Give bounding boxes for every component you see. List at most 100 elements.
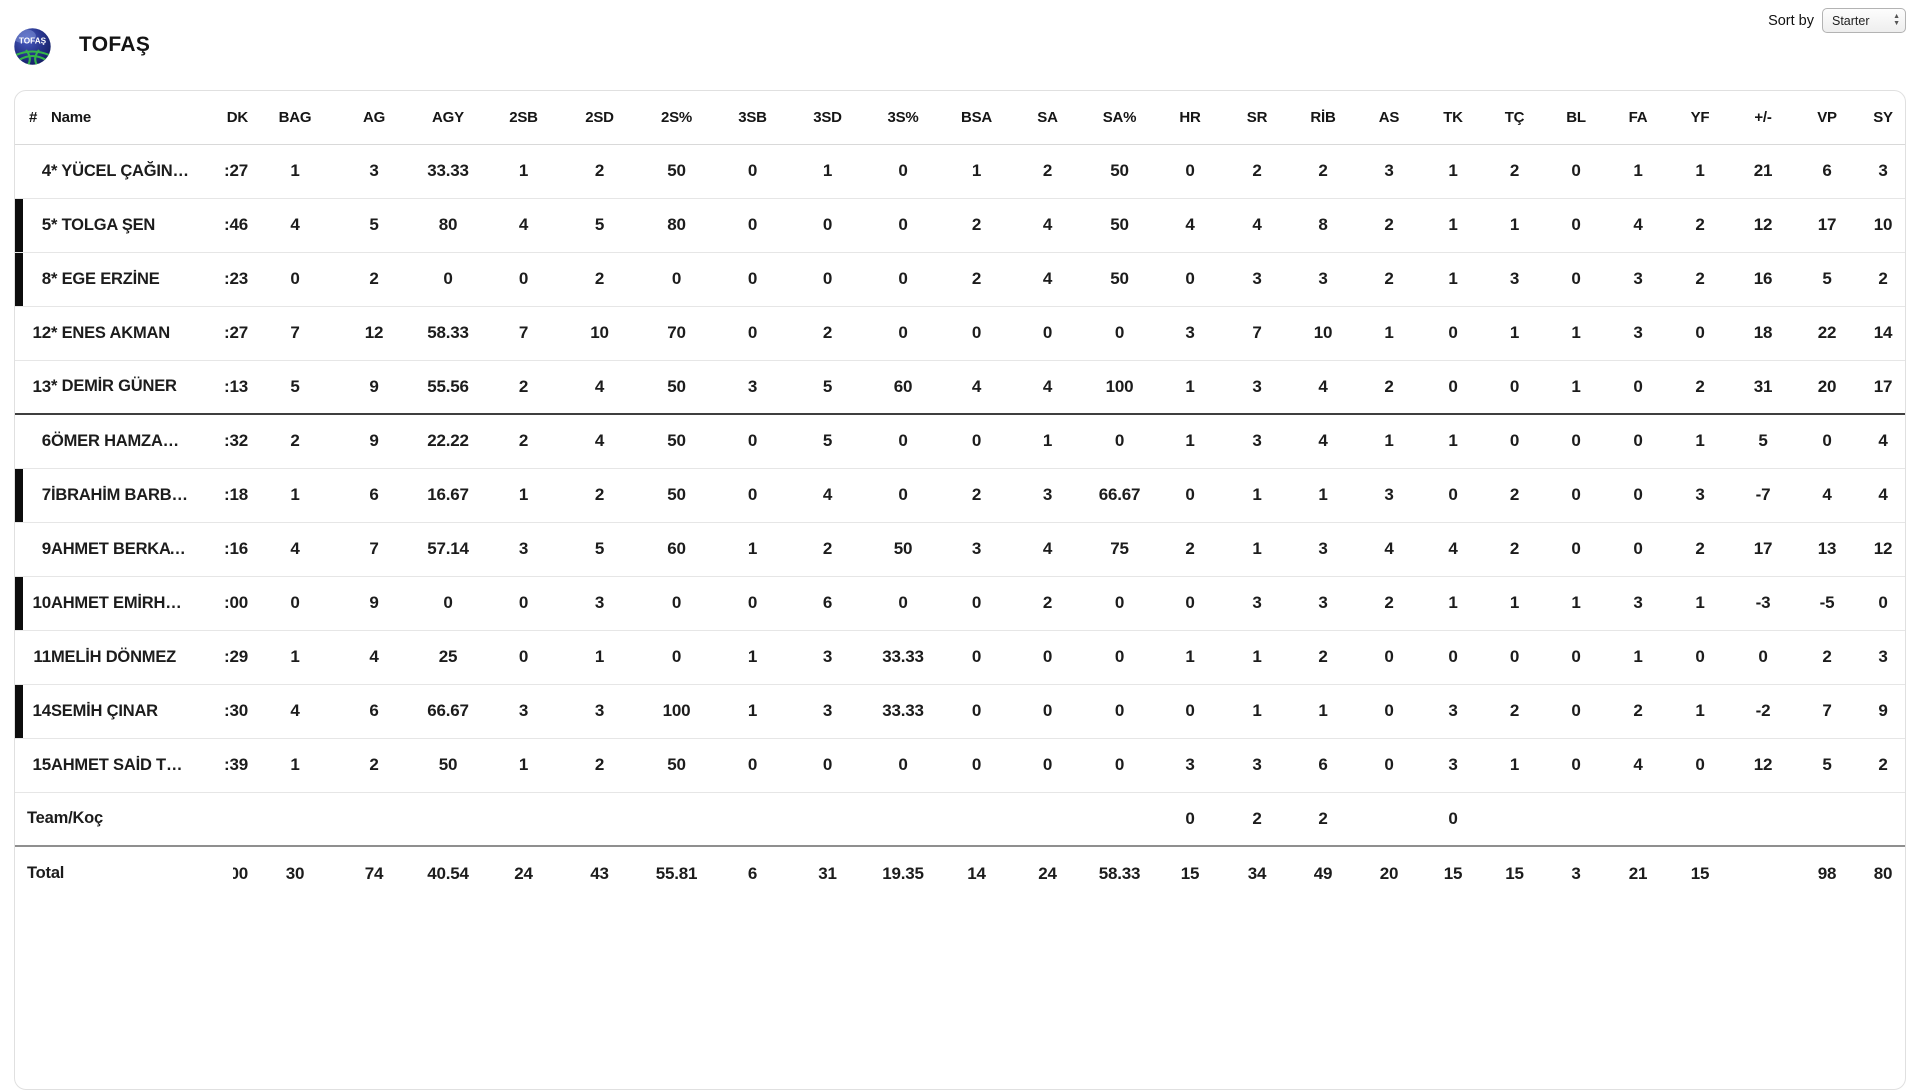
stat-cell: 4	[338, 629, 410, 684]
stat-cell: 1	[1669, 575, 1731, 630]
stat-cell: 1	[1012, 413, 1083, 468]
column-header-YF: YF	[1669, 91, 1731, 145]
stat-cell: 5	[1795, 251, 1859, 306]
stat-cell: 0	[1545, 683, 1607, 738]
stat-cell: 3	[1224, 737, 1290, 792]
stat-cell: 3	[715, 359, 790, 415]
stat-cell: 0	[1422, 467, 1484, 522]
stat-cell: 2	[1042, 161, 1053, 180]
stat-cell: 2	[790, 521, 865, 576]
stat-cell: 70	[638, 305, 715, 360]
column-header-AG: AG	[338, 91, 410, 145]
stat-cell: 4	[941, 359, 1012, 415]
stat-cell: 58.33	[1083, 845, 1156, 900]
stat-cell: 3	[1607, 305, 1669, 360]
stat-cell: 1	[971, 161, 982, 180]
stat-cell: 50	[1110, 161, 1129, 180]
stat-cell	[1607, 791, 1669, 846]
stat-cell: 30	[252, 845, 338, 900]
stat-cell: 3	[1384, 161, 1394, 180]
player-number: 4	[41, 161, 51, 180]
table-header-row: # Name DK BAG AG AGY 2SB 2SD 2S% 3SB 3SD 3S% BSA SA SA…	[15, 91, 1905, 145]
stat-cell: 0	[1859, 575, 1905, 630]
stat-cell: 0	[1083, 683, 1156, 738]
stat-cell: :30	[190, 683, 252, 738]
stat-cell: 0	[865, 197, 941, 252]
stat-cell: 22.22	[410, 413, 486, 468]
player-row: 9 AHMET BERKAY …:16 4 7 57.14 3 5 60 1 2 50 3 4 75 2 1 3…	[15, 521, 1905, 576]
stat-cell: 1	[290, 161, 300, 180]
stat-cell: 2	[1356, 575, 1422, 630]
stat-cell: 0	[1607, 359, 1669, 415]
column-header-BAG: BAG	[252, 91, 338, 145]
stat-cell: 3	[561, 575, 638, 630]
stat-cell: 33.33	[865, 683, 941, 738]
sort-by-select[interactable]: Starter ▲ ▼	[1822, 8, 1906, 33]
stat-cell: 7	[486, 305, 561, 360]
stat-cell: 0	[865, 251, 941, 306]
stat-cell: 21	[1753, 161, 1773, 180]
svg-text:TOFAŞ: TOFAŞ	[19, 37, 47, 46]
stat-cell: 2	[1484, 683, 1545, 738]
stat-cell: 0	[715, 413, 790, 468]
stat-cell	[1012, 791, 1083, 846]
total-row-label: Total	[15, 845, 190, 900]
stat-cell: 1	[1669, 683, 1731, 738]
stat-cell: 2	[1012, 575, 1083, 630]
stat-cell: 3	[1224, 251, 1290, 306]
stat-cell: :29	[190, 629, 252, 684]
stat-cell: 0	[941, 683, 1012, 738]
stat-cell: 6	[338, 467, 410, 522]
stat-cell: 0	[1484, 413, 1545, 468]
stat-cell: 0	[865, 575, 941, 630]
stat-cell: 6	[1290, 737, 1356, 792]
stat-cell: 0	[1156, 683, 1224, 738]
player-number: 13	[15, 359, 51, 415]
stat-cell: 2	[1607, 683, 1669, 738]
stat-cell: 1	[1224, 467, 1290, 522]
stat-cell: 1	[1290, 683, 1356, 738]
stat-cell: 2	[1484, 467, 1545, 522]
stat-cell: 0	[715, 305, 790, 360]
stat-cell: 0	[1083, 737, 1156, 792]
stat-cell: 0	[252, 251, 338, 306]
stat-cell: 1	[1290, 467, 1356, 522]
stat-cell: 17	[1859, 359, 1905, 415]
player-number: 11	[15, 629, 51, 684]
stat-cell	[715, 791, 790, 846]
stat-cell: 1	[1356, 305, 1422, 360]
stat-cell: 4	[1607, 197, 1669, 252]
stat-cell: 74	[338, 845, 410, 900]
sort-by-label: Sort by	[1768, 12, 1814, 29]
stat-cell: 1	[1224, 683, 1290, 738]
stat-cell: 1	[1669, 413, 1731, 468]
stat-cell: 0	[410, 251, 486, 306]
stat-cell: 0	[1545, 737, 1607, 792]
player-row: 14 SEMİH ÇINAR:30 4 6 66.67 3 3 100 1 3 33.33 0 0 0 0 1…	[15, 683, 1905, 738]
stat-cell: 0	[941, 629, 1012, 684]
stat-cell	[1859, 791, 1905, 846]
stat-cell: 2	[1356, 359, 1422, 415]
stat-cell: 80	[638, 197, 715, 252]
stat-cell: 6	[1822, 161, 1832, 180]
player-row: 10 AHMET EMİRHA…:00 0 9 0 0 3 0 0 6 0 0 2 0 0 3 3 2 1 1 1 3 1-…	[15, 575, 1905, 630]
stat-cell: 0	[1156, 791, 1224, 846]
stat-cell: 4	[252, 521, 338, 576]
stat-cell: 0	[1083, 305, 1156, 360]
stat-cell: 0	[638, 251, 715, 306]
stat-cell: 3	[1224, 359, 1290, 415]
stat-cell: 1	[1484, 197, 1545, 252]
stat-cell: 16.67	[410, 467, 486, 522]
stat-cell: 2	[1252, 161, 1262, 180]
player-number: 8	[15, 251, 51, 306]
stat-cell: 0	[1795, 413, 1859, 468]
select-stepper-icon: ▲ ▼	[1893, 13, 1900, 27]
stat-cell: 0	[410, 575, 486, 630]
player-name: MELİH DÖNMEZ	[51, 629, 190, 684]
column-header-3SD: 3SD	[790, 91, 865, 145]
stat-cell: 0	[486, 251, 561, 306]
stat-cell: 18	[1731, 305, 1795, 360]
player-name: ÖMER HAMZAOĞ…	[51, 413, 190, 468]
stat-cell: 3	[1669, 467, 1731, 522]
stat-cell: 43	[561, 845, 638, 900]
